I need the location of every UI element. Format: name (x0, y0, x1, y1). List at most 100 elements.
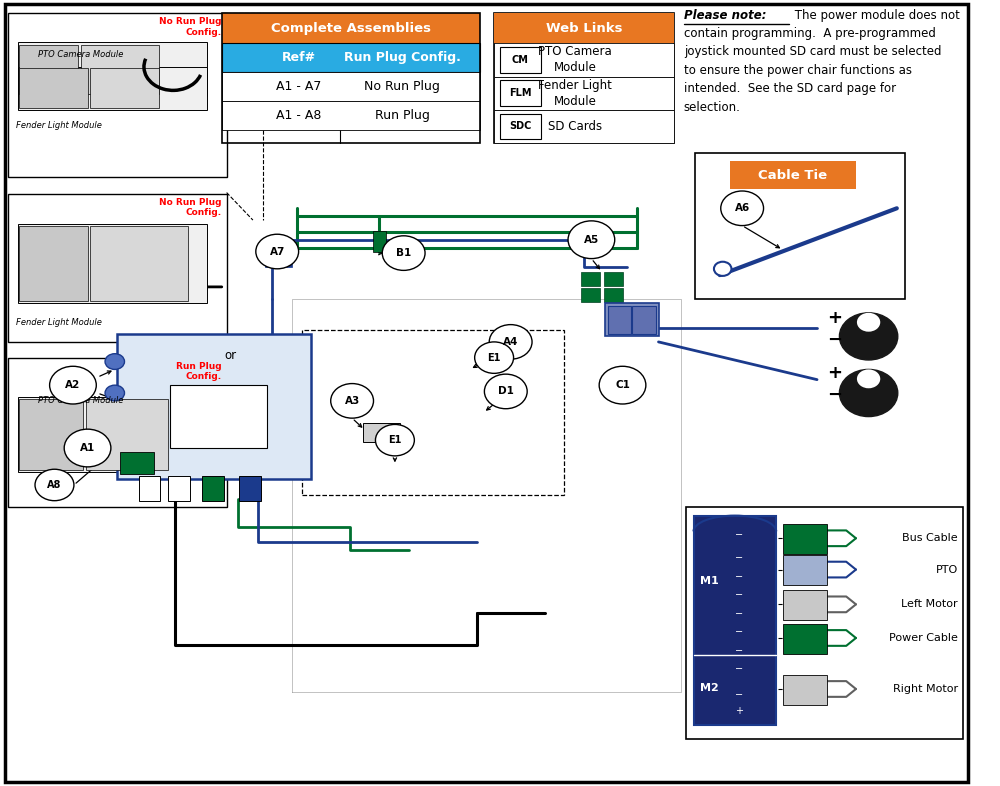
Circle shape (105, 354, 125, 369)
Bar (302, 330, 564, 495)
Bar (500, 47, 541, 72)
Circle shape (375, 424, 414, 456)
Ellipse shape (839, 313, 898, 360)
Bar (222, 72, 480, 101)
Bar (90, 68, 159, 108)
Text: −: − (827, 387, 842, 404)
Text: Fender Light
Module: Fender Light Module (538, 79, 612, 108)
Bar (604, 288, 623, 302)
Bar (783, 675, 827, 705)
Bar (239, 476, 261, 501)
Bar (500, 80, 541, 106)
Text: The power module does not: The power module does not (791, 9, 960, 23)
Bar (120, 452, 154, 474)
Text: A5: A5 (584, 235, 599, 244)
Text: Complete Assemblies: Complete Assemblies (271, 22, 431, 35)
Text: PTO: PTO (936, 564, 958, 575)
Text: PTO Camera Module: PTO Camera Module (38, 50, 123, 59)
Text: −: − (735, 664, 743, 674)
Text: A2: A2 (65, 380, 81, 390)
Bar (581, 288, 600, 302)
Text: A7: A7 (270, 247, 285, 256)
Bar (8, 194, 227, 342)
Bar (222, 13, 480, 143)
Text: B1: B1 (396, 248, 411, 258)
Text: Run Plug Config.: Run Plug Config. (344, 51, 461, 64)
Bar (604, 272, 623, 286)
Bar (695, 153, 905, 299)
Text: A1: A1 (80, 443, 95, 453)
Bar (90, 226, 188, 301)
Bar (18, 397, 207, 472)
Text: Fender Light Module: Fender Light Module (16, 318, 101, 327)
Circle shape (484, 374, 527, 409)
Text: CM: CM (512, 55, 529, 65)
Text: +: + (827, 310, 842, 327)
Text: C1: C1 (615, 380, 630, 390)
Text: or: or (224, 349, 237, 362)
Bar (19, 226, 88, 301)
Bar (168, 476, 190, 501)
Text: Please note:: Please note: (684, 9, 766, 23)
Circle shape (568, 221, 615, 259)
Text: Cable Tie: Cable Tie (758, 169, 827, 182)
Text: A3: A3 (344, 396, 360, 406)
Bar (139, 476, 160, 501)
Text: SDC: SDC (509, 121, 532, 131)
Bar (202, 476, 224, 501)
Bar (117, 334, 311, 479)
Text: Right Motor: Right Motor (893, 684, 958, 694)
Bar (18, 67, 207, 110)
Bar (18, 42, 207, 96)
Bar (81, 45, 159, 94)
Text: Run Plug
Config.: Run Plug Config. (176, 362, 222, 381)
Circle shape (721, 191, 764, 226)
Text: −: − (735, 646, 743, 656)
Text: PTO Camera Module: PTO Camera Module (38, 396, 123, 406)
Circle shape (857, 369, 880, 388)
Bar (19, 68, 88, 108)
Text: −: − (827, 332, 842, 349)
Bar (8, 13, 227, 177)
Bar (86, 399, 168, 470)
Text: M2: M2 (700, 683, 719, 692)
Bar (632, 306, 656, 334)
Circle shape (50, 366, 96, 404)
Circle shape (64, 429, 111, 467)
Bar (222, 43, 480, 72)
Circle shape (331, 384, 374, 418)
Bar (581, 272, 600, 286)
Circle shape (475, 342, 514, 373)
Bar (494, 76, 674, 110)
Circle shape (256, 234, 299, 269)
Bar (19, 399, 83, 470)
Text: A1 - A8: A1 - A8 (276, 108, 322, 122)
Bar (19, 45, 78, 94)
Bar (608, 306, 631, 334)
Bar (783, 624, 827, 654)
Text: Left Motor: Left Motor (901, 600, 958, 609)
Bar (783, 590, 827, 620)
Text: A4: A4 (503, 337, 518, 347)
Bar (373, 231, 386, 252)
Text: contain programming.  A pre-programmed
joystick mounted SD card must be selected: contain programming. A pre-programmed jo… (684, 27, 941, 114)
Circle shape (35, 469, 74, 501)
Bar (170, 385, 267, 448)
Bar (783, 556, 827, 586)
Text: −: − (735, 690, 743, 700)
Text: Fender Light Module: Fender Light Module (16, 121, 101, 130)
Circle shape (489, 325, 532, 359)
Circle shape (382, 236, 425, 270)
Text: −: − (735, 608, 743, 619)
Ellipse shape (839, 369, 898, 417)
Bar (694, 516, 776, 725)
Bar (494, 110, 674, 143)
Text: −: − (735, 530, 743, 540)
Bar (730, 161, 856, 189)
Bar (783, 524, 827, 554)
Bar (494, 13, 674, 143)
Text: A1 - A7: A1 - A7 (276, 79, 322, 93)
Text: SD Cards: SD Cards (548, 120, 602, 133)
Text: −: − (735, 553, 743, 563)
Text: −: − (735, 590, 743, 600)
